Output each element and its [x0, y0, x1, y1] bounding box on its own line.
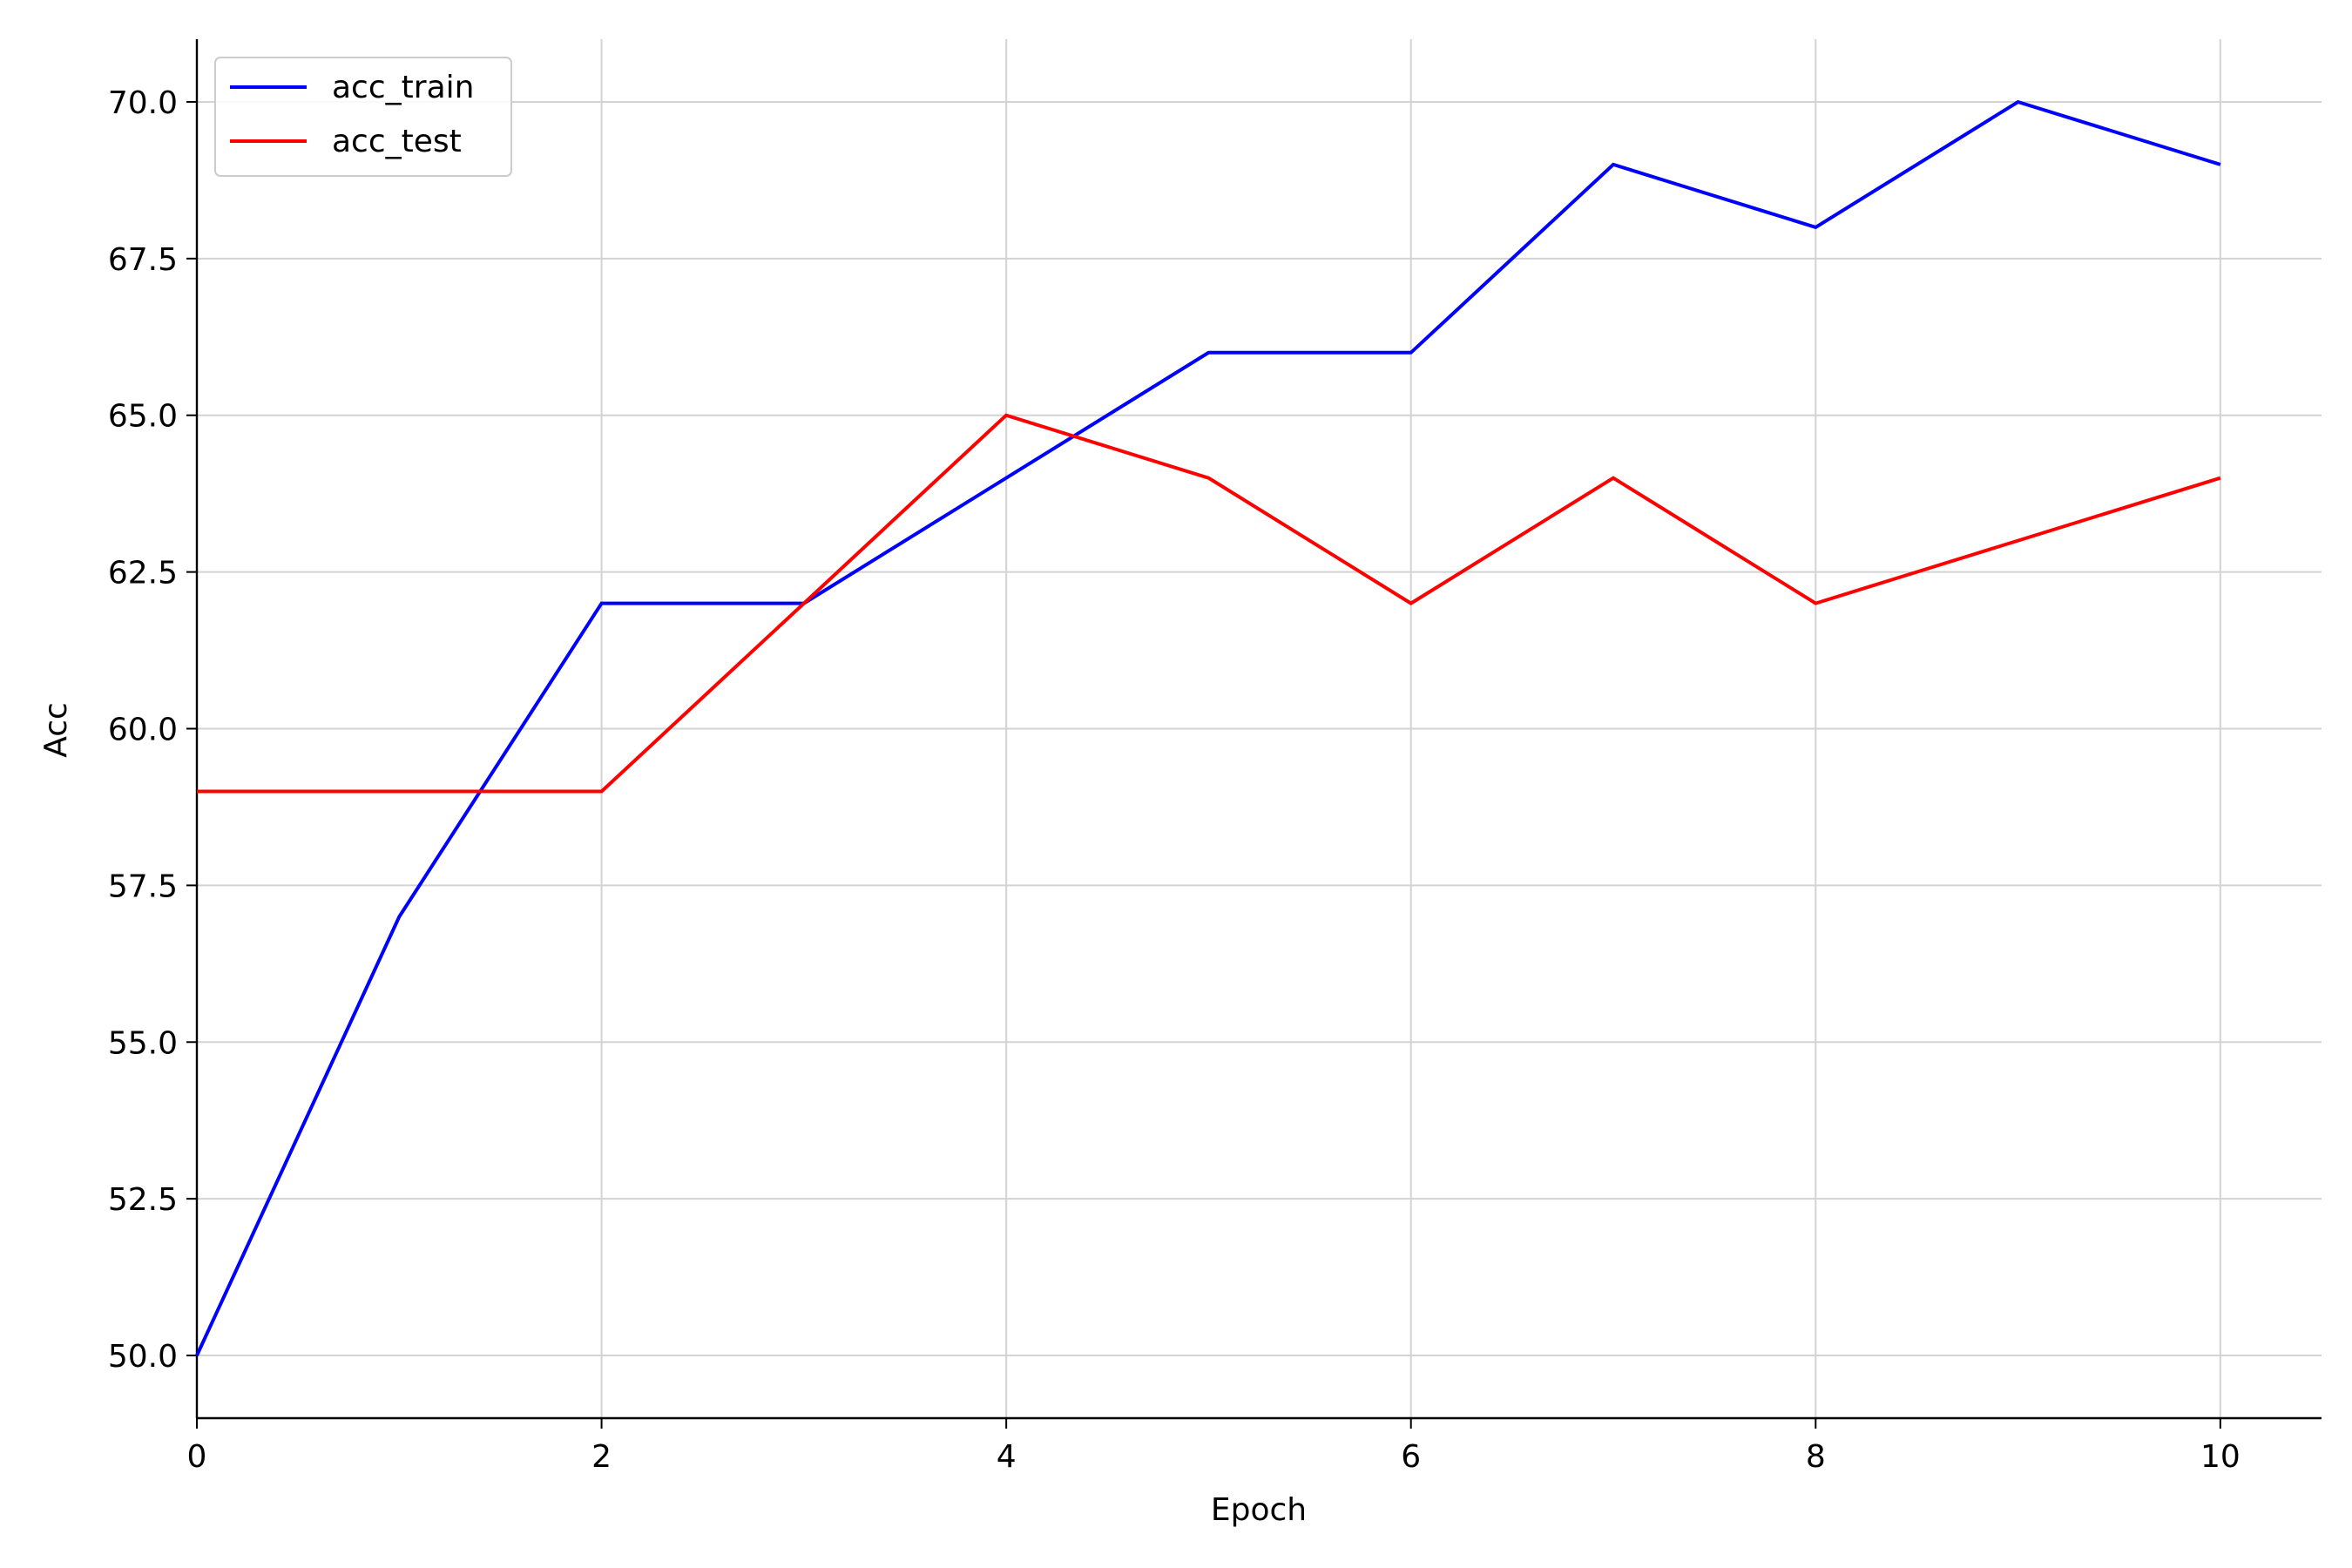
x-tick-label: 8 [1806, 1439, 1826, 1475]
legend-label-acc-test: acc_test [332, 124, 462, 159]
legend: acc_train acc_test [214, 57, 512, 177]
x-tick-label: 2 [591, 1439, 612, 1475]
x-tick-label: 6 [1401, 1439, 1421, 1475]
y-axis-label: Acc [38, 702, 74, 758]
y-tick-label: 67.5 [108, 242, 178, 278]
legend-label-acc-train: acc_train [332, 70, 474, 105]
y-tick-label: 50.0 [108, 1339, 178, 1375]
y-tick-label: 55.0 [108, 1025, 178, 1061]
y-tick-label: 52.5 [108, 1182, 178, 1218]
series-line-acc-test [197, 413, 2221, 794]
x-tick-label: 10 [2200, 1439, 2240, 1475]
x-axis-label: Epoch [1211, 1492, 1307, 1528]
series [195, 99, 2221, 1356]
ticks: 0 2 4 6 8 10 50.0 52.5 55.0 57.5 60.0 62.5 65.0 67.5 7… [108, 85, 2240, 1475]
y-tick-label: 60.0 [108, 713, 178, 748]
y-tick-label: 70.0 [108, 85, 178, 121]
y-tick-label: 62.5 [108, 556, 178, 591]
y-tick-label: 57.5 [108, 868, 178, 904]
grid [196, 39, 2322, 1418]
x-tick-label: 4 [997, 1439, 1017, 1475]
x-tick-label: 0 [187, 1439, 207, 1475]
y-tick-label: 65.0 [108, 399, 178, 435]
